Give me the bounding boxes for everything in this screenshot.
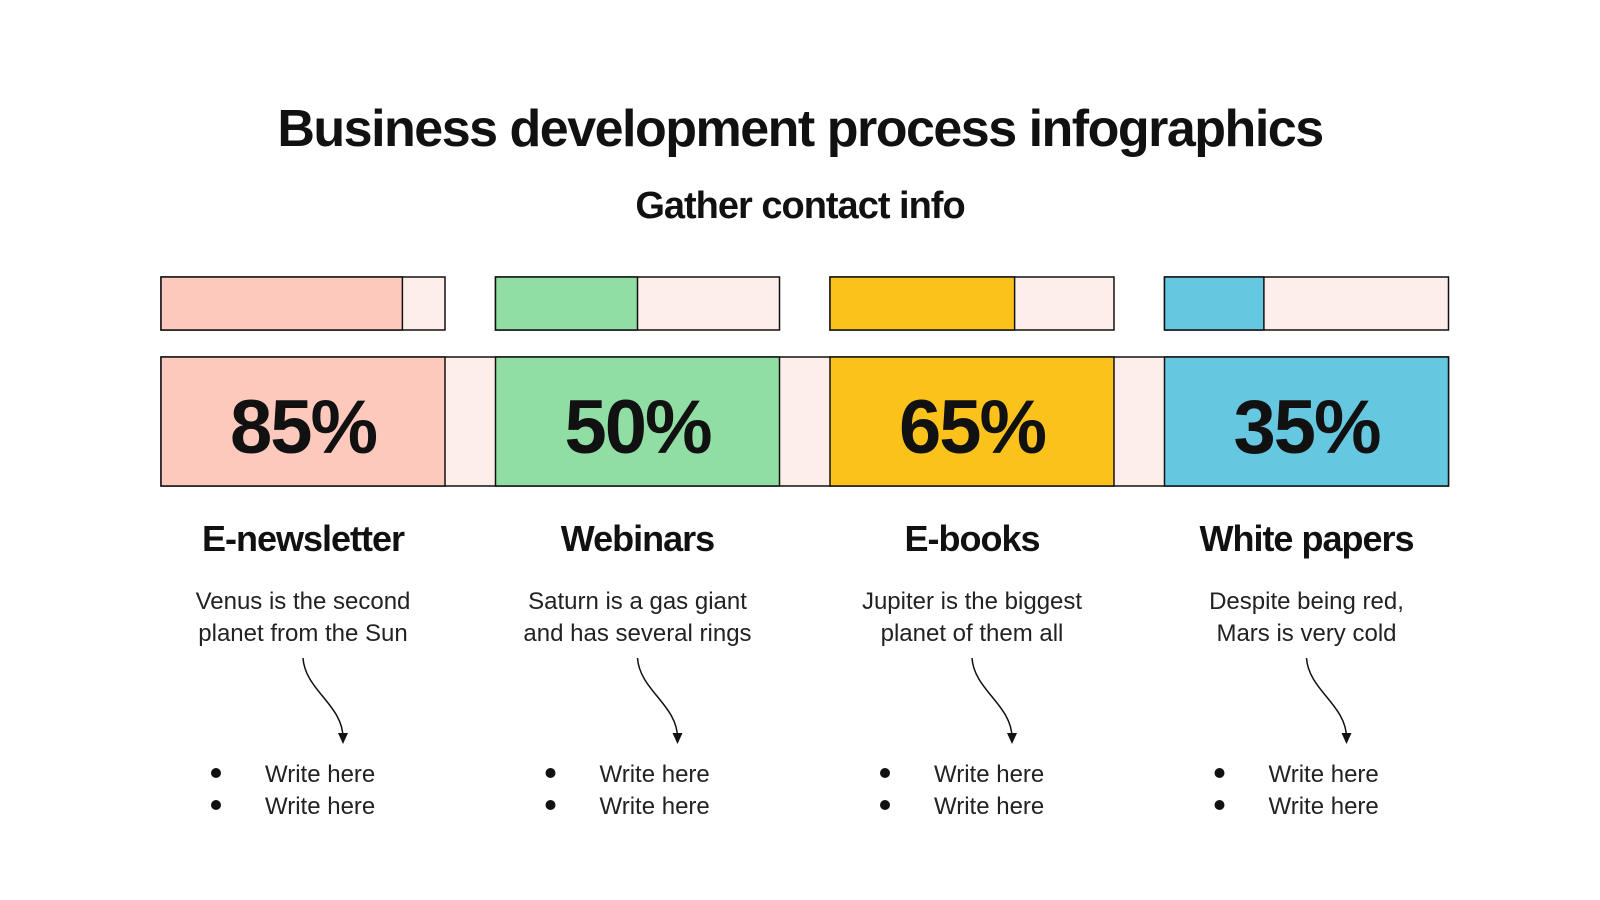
description: Mars is very cold — [1216, 620, 1396, 647]
arrow — [1305, 657, 1348, 739]
value-box — [160, 356, 446, 487]
bullet-dot — [880, 800, 890, 810]
description: planet of them all — [881, 620, 1064, 647]
bullet-text: Write here — [1269, 761, 1379, 788]
bullet-text: Write here — [265, 793, 375, 820]
arrow — [636, 657, 679, 739]
bullet-text: Write here — [1269, 793, 1379, 820]
bullet-dot — [211, 800, 221, 810]
value-box — [1163, 356, 1450, 487]
bullet-text: Write here — [600, 793, 710, 820]
value-label: 85% — [230, 385, 377, 470]
bullet-dot — [1214, 768, 1225, 778]
category-label: Webinars — [561, 518, 714, 559]
progress-fill — [829, 276, 1016, 331]
description: Saturn is a gas giant — [528, 588, 747, 615]
value-label: 65% — [899, 385, 1046, 470]
bullet-text: Write here — [600, 761, 710, 788]
bullet-text: Write here — [934, 793, 1044, 820]
subtitle: Gather contact info — [635, 185, 964, 227]
arrow-head — [1007, 733, 1017, 744]
bullet-text: Write here — [934, 761, 1044, 788]
progress-fill — [160, 276, 404, 331]
title: Business development process infographic… — [277, 100, 1322, 158]
bullet-text: Write here — [265, 761, 375, 788]
bullet-dot — [880, 768, 890, 778]
bullet-dot — [545, 768, 556, 778]
category-label: E-books — [904, 518, 1039, 559]
progress-fill — [494, 276, 639, 331]
description: and has several rings — [523, 620, 751, 647]
arrow — [971, 657, 1013, 739]
bullet-dot — [1214, 800, 1225, 810]
category-label: White papers — [1199, 518, 1413, 559]
value-label: 35% — [1233, 385, 1380, 470]
bullet-dot — [545, 800, 556, 810]
bullet-dot — [211, 768, 221, 778]
description: planet from the Sun — [198, 620, 407, 647]
arrow-head — [338, 733, 348, 744]
category-label: E-newsletter — [202, 518, 405, 559]
arrow — [302, 657, 344, 739]
value-label: 50% — [564, 385, 711, 470]
description: Venus is the second — [196, 588, 411, 615]
arrow-head — [1341, 733, 1352, 744]
description: Jupiter is the biggest — [862, 588, 1082, 615]
value-box — [829, 356, 1115, 487]
value-box — [494, 356, 781, 487]
arrow-head — [672, 733, 683, 744]
progress-fill — [1163, 276, 1265, 331]
description: Despite being red, — [1209, 588, 1404, 615]
